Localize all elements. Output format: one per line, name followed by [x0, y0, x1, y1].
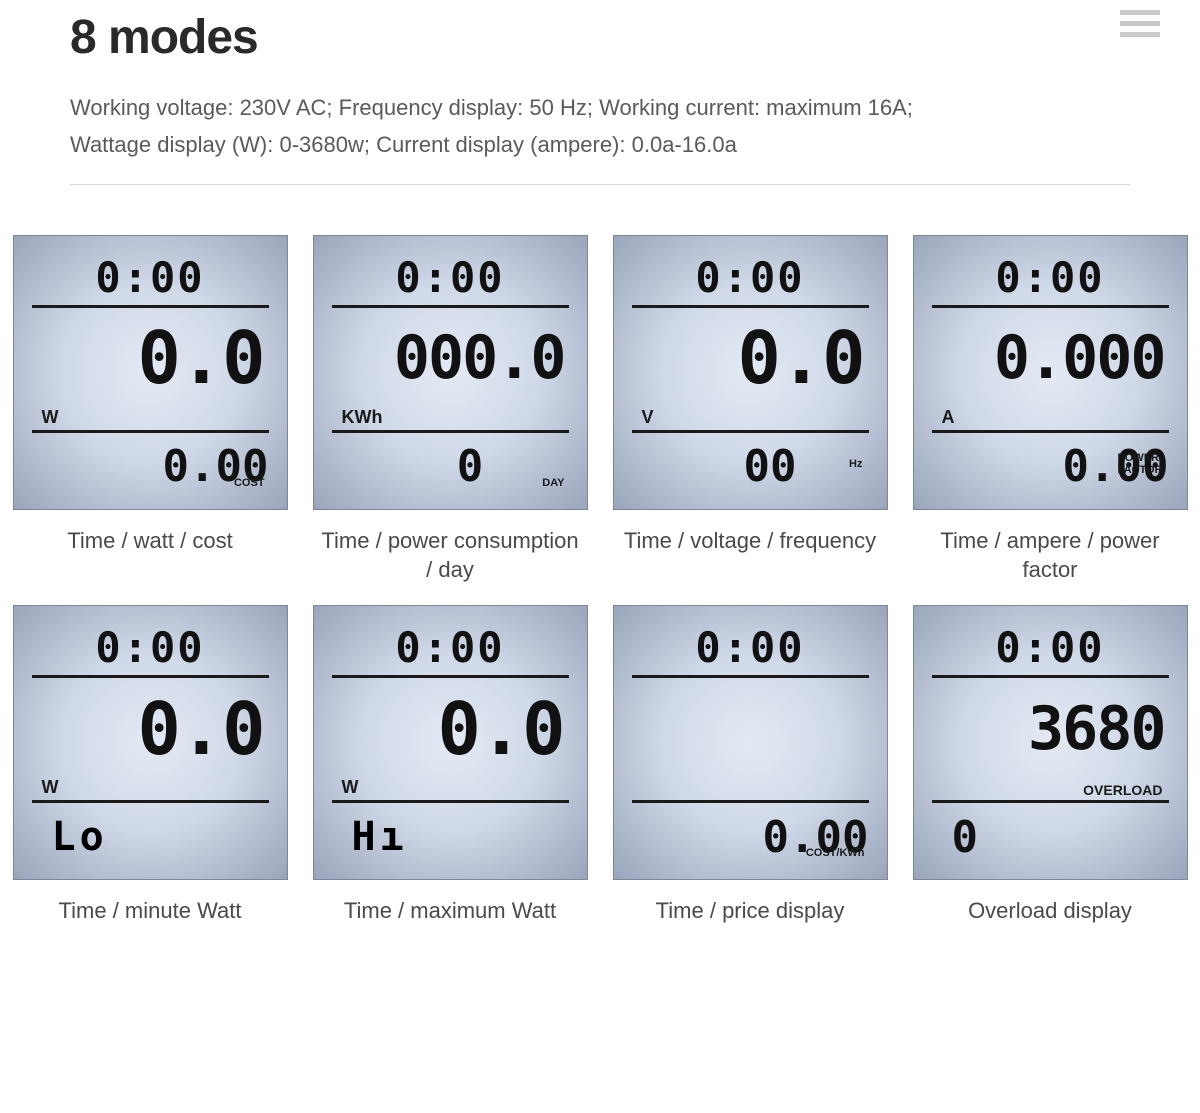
mode-caption: Time / voltage / frequency — [624, 526, 876, 556]
lcd-time-row: 0:00 — [632, 250, 869, 308]
time-readout: 0:00 — [395, 623, 504, 672]
lcd-bottom-row: 0.00COST — [32, 433, 269, 495]
time-readout: 0:00 — [95, 253, 204, 302]
header-divider — [70, 184, 1130, 185]
lcd-unit-row: A — [932, 405, 1169, 433]
time-readout: 0:00 — [695, 253, 804, 302]
lcd-unit-row: W — [32, 405, 269, 433]
mode-caption: Time / ampere / power factor — [920, 526, 1180, 585]
bottom-sublabel: Hz — [849, 458, 862, 470]
mode-cell-2: 0:00 0.0 V 00 Hz Time / voltage / frequency — [610, 235, 890, 585]
main-readout: 0.0 — [437, 687, 564, 771]
lcd-unit-row — [632, 775, 869, 803]
lcd-time-row: 0:00 — [332, 250, 569, 308]
lcd-main-row: 0.0 — [632, 312, 869, 405]
mode-cell-7: 0:00 3680 OVERLOAD 0 Overload display — [910, 605, 1190, 926]
lcd-display: 0:00 0.000 A 0.00POWER FACTOR — [913, 235, 1188, 510]
lcd-time-row: 0:00 — [932, 620, 1169, 678]
lcd-bottom-row: 0.00POWER FACTOR — [932, 433, 1169, 495]
mode-caption: Time / minute Watt — [59, 896, 242, 926]
unit-label-left: V — [642, 407, 654, 428]
lcd-unit-row: OVERLOAD — [932, 775, 1169, 803]
lcd-main-row: 0.0 — [32, 312, 269, 405]
lcd-unit-row: W — [332, 775, 569, 803]
lcd-unit-row: KWh — [332, 405, 569, 433]
mode-cell-4: 0:00 0.0 W Lo Time / minute Watt — [10, 605, 290, 926]
bottom-sublabel: DAY — [542, 477, 564, 489]
lcd-bottom-row: 0.00COST/KWh — [632, 803, 869, 865]
main-readout: 3680 — [1028, 694, 1165, 764]
lcd-display: 0:00 0.0 W Hı — [313, 605, 588, 880]
unit-label-left: A — [942, 407, 955, 428]
mode-caption: Time / watt / cost — [67, 526, 232, 556]
time-readout: 0:00 — [395, 253, 504, 302]
lcd-bottom-row: 00 Hz — [632, 433, 869, 495]
lcd-time-row: 0:00 — [32, 620, 269, 678]
main-readout: 0.000 — [994, 323, 1165, 393]
mode-caption: Time / maximum Watt — [344, 896, 556, 926]
lcd-unit-row: V — [632, 405, 869, 433]
unit-label-left: W — [342, 777, 359, 798]
lcd-display: 0:00 0.00COST/KWh — [613, 605, 888, 880]
time-readout: 0:00 — [995, 623, 1104, 672]
lcd-main-row: 0.000 — [932, 312, 1169, 405]
lcd-display: 0:00 3680 OVERLOAD 0 — [913, 605, 1188, 880]
modes-grid: 0:000.0W0.00COSTTime / watt / cost0:0000… — [0, 205, 1200, 946]
main-readout: 000.0 — [394, 323, 565, 393]
specs-line-2: Wattage display (W): 0-3680w; Current di… — [70, 132, 737, 157]
lcd-main-row: 000.0 — [332, 312, 569, 405]
mode-caption: Time / power consumption / day — [320, 526, 580, 585]
mode-caption: Overload display — [968, 896, 1132, 926]
lcd-bottom-row: Hı — [332, 803, 569, 865]
lcd-main-row: 0.0 — [332, 682, 569, 775]
mode-cell-5: 0:00 0.0 W Hı Time / maximum Watt — [310, 605, 590, 926]
mode-caption: Time / price display — [656, 896, 845, 926]
bottom-readout: 0 — [457, 441, 484, 492]
lcd-main-row: 0.0 — [32, 682, 269, 775]
lcd-display: 0:00 0.0 W 0.00COST — [13, 235, 288, 510]
bottom-readout: 00 — [744, 441, 797, 492]
hamburger-icon[interactable] — [1120, 10, 1160, 37]
mode-cell-0: 0:00 0.0 W 0.00COST Time / watt / cost — [10, 235, 290, 585]
bottom-sublabel: POWER FACTOR — [1117, 452, 1162, 476]
main-readout: 0.0 — [137, 316, 264, 400]
mode-cell-6: 0:00 0.00COST/KWh Time / price display — [610, 605, 890, 926]
unit-label-right: OVERLOAD — [1083, 782, 1162, 798]
lcd-bottom-row: 0 — [932, 803, 1169, 865]
page-title: 8 modes — [70, 10, 1130, 65]
time-readout: 0:00 — [695, 623, 804, 672]
specs-line-1: Working voltage: 230V AC; Frequency disp… — [70, 95, 913, 120]
main-readout: 0.0 — [737, 316, 864, 400]
time-readout: 0:00 — [95, 623, 204, 672]
unit-label-left: W — [42, 407, 59, 428]
unit-label-left: KWh — [342, 407, 383, 428]
lcd-time-row: 0:00 — [632, 620, 869, 678]
lcd-bottom-row: 0 DAY — [332, 433, 569, 495]
main-readout: 0.0 — [137, 687, 264, 771]
lcd-unit-row: W — [32, 775, 269, 803]
bottom-sublabel: COST — [234, 477, 265, 489]
bottom-sublabel: COST/KWh — [806, 847, 865, 859]
mode-cell-1: 0:00 000.0 KWh 0 DAY Time / power consumption… — [310, 235, 590, 585]
lcd-main-row — [632, 682, 869, 775]
bottom-readout: 0 — [952, 812, 979, 863]
lcd-display: 0:00 0.0 V 00 Hz — [613, 235, 888, 510]
lcd-bottom-row: Lo — [32, 803, 269, 865]
header: 8 modes Working voltage: 230V AC; Freque… — [0, 0, 1200, 205]
specs-text: Working voltage: 230V AC; Frequency disp… — [70, 89, 1130, 164]
lcd-time-row: 0:00 — [32, 250, 269, 308]
bottom-readout: Lo — [52, 814, 108, 860]
time-readout: 0:00 — [995, 253, 1104, 302]
lcd-display: 0:00 000.0 KWh 0 DAY — [313, 235, 588, 510]
lcd-display: 0:00 0.0 W Lo — [13, 605, 288, 880]
mode-cell-3: 0:00 0.000 A 0.00POWER FACTOR Time / ampere … — [910, 235, 1190, 585]
unit-label-left: W — [42, 777, 59, 798]
lcd-main-row: 3680 — [932, 682, 1169, 775]
lcd-time-row: 0:00 — [332, 620, 569, 678]
lcd-time-row: 0:00 — [932, 250, 1169, 308]
bottom-readout: Hı — [352, 814, 408, 860]
